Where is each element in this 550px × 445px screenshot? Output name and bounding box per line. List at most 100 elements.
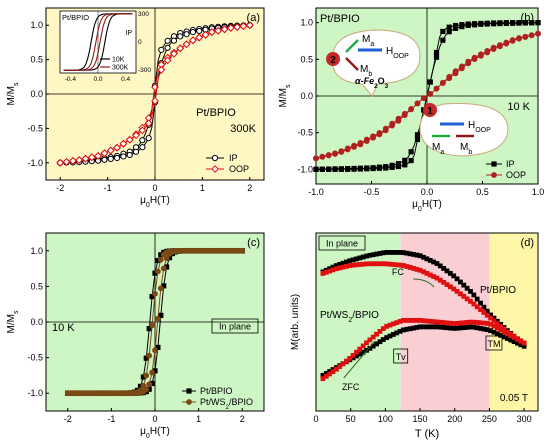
- series-point: [501, 334, 507, 340]
- series-point: [464, 320, 470, 325]
- series-point: [344, 263, 349, 269]
- series-point: [474, 325, 480, 331]
- series-point: [407, 251, 413, 257]
- series-point: [491, 315, 497, 321]
- series-point: [434, 324, 440, 330]
- series-point: [340, 264, 346, 270]
- series-point: [431, 274, 436, 279]
- callout-2-h-label: HOOP: [386, 46, 409, 60]
- series-oop-point: [376, 129, 383, 136]
- series-ip-point: [491, 21, 497, 27]
- series-point: [407, 265, 413, 270]
- series-point: [427, 258, 433, 263]
- series-point: [434, 275, 440, 281]
- series-point: [464, 296, 470, 302]
- direction-label: In plane: [326, 239, 358, 249]
- y-tick-label: -0.5: [297, 128, 313, 138]
- series-point: [468, 298, 473, 304]
- series-point: [380, 326, 386, 332]
- series-ip-point: [183, 31, 190, 38]
- series-oop-point: [214, 26, 223, 35]
- series-point: [340, 361, 346, 367]
- series-point: [464, 285, 470, 291]
- series-pt-bpio-point: [152, 368, 158, 374]
- y-tick-label: 1.0: [30, 246, 43, 256]
- series-point: [491, 323, 497, 329]
- series-point: [424, 318, 430, 324]
- series-point: [374, 341, 379, 347]
- series-ip-point: [402, 157, 408, 163]
- series-pt-ws2-bpio-point: [149, 322, 155, 329]
- series-point: [330, 264, 336, 270]
- series-point: [330, 369, 336, 374]
- series-ip-point: [351, 166, 357, 172]
- series-ip-point: [332, 166, 338, 172]
- series-point: [471, 319, 477, 325]
- series-point: [370, 334, 376, 340]
- series-point: [384, 261, 390, 267]
- series-point: [384, 250, 390, 255]
- y-tick-label: 0.0: [30, 89, 43, 99]
- series-point: [518, 342, 524, 348]
- series-point: [350, 355, 356, 361]
- series-point: [434, 261, 440, 266]
- legend-marker: [211, 154, 219, 162]
- x-tick-label: 0.5: [476, 187, 489, 197]
- series-point: [458, 320, 463, 326]
- series-point: [461, 325, 467, 331]
- series-oop-point: [420, 95, 427, 101]
- series-point: [461, 320, 467, 326]
- series-pt-bpio-point: [158, 252, 164, 258]
- x-tick-label: 2: [240, 414, 245, 424]
- series-point: [374, 261, 379, 267]
- series-oop-point: [201, 30, 210, 39]
- series-ip-point: [452, 22, 459, 29]
- series-point: [481, 310, 487, 315]
- series-point: [498, 327, 504, 333]
- series-point: [323, 269, 329, 275]
- x-tick-label: 1: [196, 414, 201, 424]
- series-ip-point: [503, 20, 509, 26]
- series-oop-point: [427, 91, 434, 97]
- series-point: [451, 325, 457, 331]
- series-point: [414, 325, 420, 330]
- panel-c: -2 -1 0 1 2 -1.0 -0.5 0.0 0.5 1.0 (c) 10 K In plane P…: [6, 232, 265, 440]
- series-oop-point: [313, 155, 319, 162]
- series-pt-bpio-point: [137, 383, 144, 389]
- series-point: [521, 340, 527, 346]
- series-point: [518, 338, 524, 344]
- y-tick-label: 0.5: [30, 281, 43, 291]
- series-oop-point: [119, 139, 128, 148]
- series-point: [451, 273, 457, 279]
- series-ip-point: [446, 29, 452, 35]
- series-point: [451, 321, 457, 326]
- y-tick-label: 0.5: [300, 54, 313, 64]
- series-oop-point: [446, 73, 453, 80]
- series-point: [357, 351, 363, 357]
- series-ip-point: [395, 163, 402, 170]
- series-ip-point: [497, 20, 503, 27]
- series-pt-ws2-bpio-point: [157, 285, 164, 292]
- series-point: [471, 292, 477, 298]
- callout-2-ma-label: Ma: [362, 34, 374, 48]
- sample-label: Pt/WS2/BPIO: [320, 310, 379, 324]
- legend-marker: [491, 172, 497, 178]
- series-point: [360, 349, 366, 355]
- series-point: [458, 279, 463, 285]
- series-ip-point: [459, 24, 465, 30]
- series-ip-point: [484, 21, 490, 27]
- series-point: [494, 331, 500, 337]
- series-oop-point: [452, 68, 459, 75]
- temperature-label: 10 K: [507, 101, 530, 113]
- series-oop-point: [62, 157, 71, 166]
- series-point: [347, 258, 353, 264]
- series-point: [404, 326, 410, 332]
- series-point: [444, 282, 450, 287]
- x-tick-label: 2: [247, 183, 252, 193]
- series-pt-bpio-point: [143, 355, 149, 361]
- series-ip-point: [370, 165, 376, 172]
- series-point: [377, 261, 383, 267]
- callout-1-ma-label: Ma: [432, 142, 444, 156]
- inset-y-tick-label: -300: [138, 67, 151, 74]
- series-point: [411, 317, 416, 323]
